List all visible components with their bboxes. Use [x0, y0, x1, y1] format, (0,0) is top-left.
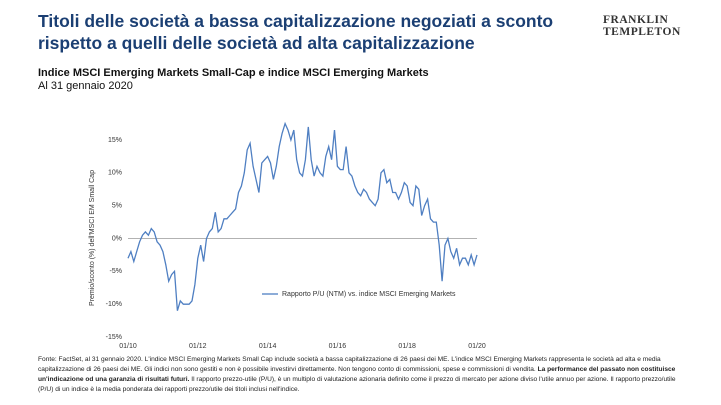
y-tick-label: 10%: [108, 170, 122, 177]
x-tick-label: 01/10: [119, 343, 137, 350]
y-tick-label: -5%: [110, 268, 122, 275]
y-tick-label: -15%: [106, 334, 122, 341]
y-tick-label: 15%: [108, 137, 122, 144]
x-tick-label: 01/16: [329, 343, 347, 350]
logo-line: FRANKLIN: [603, 14, 669, 26]
footnote-text: Fonte: FactSet, al 31 gennaio 2020. L'in…: [38, 356, 661, 373]
footnote-bold: La performance del passato non costituis…: [38, 366, 676, 383]
y-tick-label: 0%: [112, 235, 122, 242]
y-tick-label: -10%: [106, 301, 122, 308]
footnote: Fonte: FactSet, al 31 gennaio 2020. L'in…: [38, 355, 678, 395]
title: Titoli delle società a bassa capitalizza…: [38, 11, 554, 53]
chart-subtitle: Al 31 gennaio 2020: [38, 80, 133, 92]
line: [127, 121, 478, 311]
chart-title: Indice MSCI Emerging Markets Small-Cap e…: [38, 67, 429, 79]
x-tick-label: 01/14: [259, 343, 277, 350]
logo: FRANKLIN TEMPLETON: [603, 14, 681, 38]
x-tick-label: 01/12: [189, 343, 207, 350]
y-tick-label: 5%: [112, 203, 122, 210]
y-axis-label: Premio/sconto (%) dell'MSCI EM Small Cap: [89, 170, 96, 306]
footnote-text: Il rapporto prezzo-utile (P/U), è un mul…: [38, 376, 676, 393]
legend-label: Rapporto P/U (NTM) vs. indice MSCI Emerg…: [282, 291, 456, 298]
x-tick-label: 01/20: [468, 343, 486, 350]
x-tick-label: 01/18: [398, 343, 416, 350]
logo-line: TEMPLETON: [603, 26, 681, 38]
